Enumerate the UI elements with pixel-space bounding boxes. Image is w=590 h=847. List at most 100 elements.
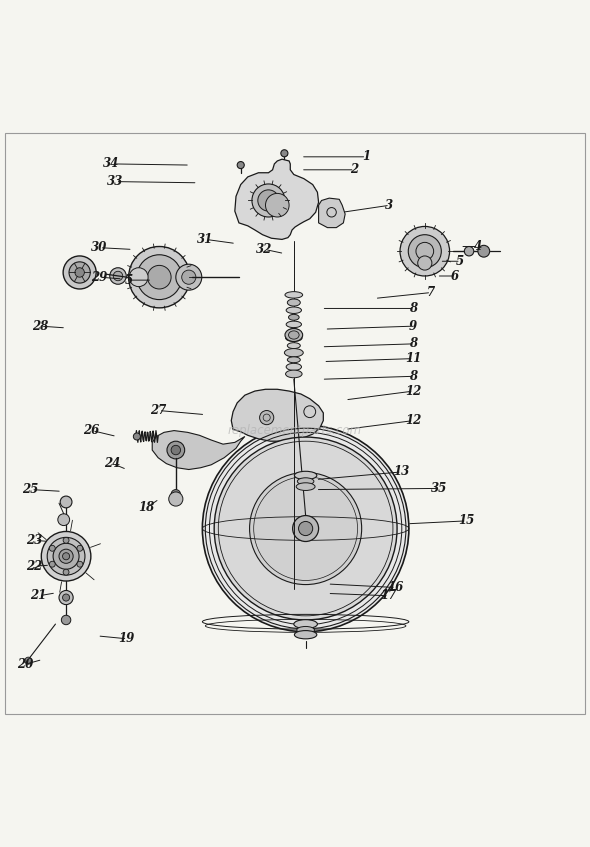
Circle shape	[25, 657, 32, 664]
Circle shape	[60, 496, 72, 508]
Ellipse shape	[294, 630, 317, 639]
Text: 17: 17	[380, 590, 396, 602]
Circle shape	[77, 562, 83, 567]
Circle shape	[171, 490, 181, 499]
Circle shape	[63, 537, 69, 543]
Text: 7: 7	[427, 286, 435, 299]
Text: 27: 27	[150, 404, 166, 417]
Text: 4: 4	[474, 240, 482, 253]
Ellipse shape	[286, 363, 301, 370]
Text: 25: 25	[22, 483, 39, 496]
Circle shape	[266, 193, 289, 217]
Ellipse shape	[286, 370, 302, 378]
Circle shape	[237, 162, 244, 169]
Circle shape	[69, 262, 90, 283]
Circle shape	[59, 590, 73, 605]
Ellipse shape	[284, 349, 303, 357]
Text: 12: 12	[405, 414, 421, 427]
Ellipse shape	[287, 357, 300, 363]
Circle shape	[50, 562, 55, 567]
Circle shape	[137, 255, 182, 300]
Text: 5: 5	[456, 255, 464, 268]
Circle shape	[133, 433, 140, 440]
Circle shape	[250, 473, 362, 584]
Text: 35: 35	[431, 482, 448, 495]
Ellipse shape	[287, 299, 300, 306]
Text: 20: 20	[17, 658, 33, 671]
Ellipse shape	[287, 343, 300, 349]
Circle shape	[258, 190, 279, 211]
Circle shape	[478, 246, 490, 257]
Circle shape	[252, 184, 285, 217]
Circle shape	[41, 531, 91, 581]
Ellipse shape	[289, 331, 299, 339]
Circle shape	[47, 537, 85, 575]
Ellipse shape	[294, 620, 317, 628]
Circle shape	[53, 543, 79, 569]
Circle shape	[63, 569, 69, 575]
Circle shape	[293, 516, 319, 541]
Circle shape	[408, 235, 441, 268]
Circle shape	[169, 492, 183, 507]
Circle shape	[167, 441, 185, 459]
Circle shape	[214, 437, 397, 620]
Text: 3: 3	[385, 199, 394, 212]
Text: 8: 8	[409, 337, 417, 351]
Circle shape	[129, 268, 148, 286]
Text: 11: 11	[405, 352, 421, 365]
Text: 13: 13	[393, 465, 409, 479]
Text: 26: 26	[83, 424, 100, 437]
Ellipse shape	[297, 627, 314, 634]
Circle shape	[61, 615, 71, 625]
Text: 18: 18	[138, 501, 155, 514]
Text: 19: 19	[119, 633, 135, 645]
Circle shape	[202, 425, 409, 632]
Text: replacementparts.com: replacementparts.com	[228, 424, 362, 437]
Ellipse shape	[296, 483, 315, 490]
Text: 32: 32	[256, 243, 273, 256]
Circle shape	[464, 246, 474, 256]
Circle shape	[77, 545, 83, 551]
Text: 21: 21	[30, 590, 47, 602]
Text: 8: 8	[409, 302, 417, 315]
Text: 33: 33	[107, 175, 123, 188]
Text: 31: 31	[197, 233, 214, 246]
Text: 5: 5	[124, 274, 133, 286]
Ellipse shape	[289, 314, 299, 320]
Circle shape	[400, 226, 450, 276]
Circle shape	[63, 256, 96, 289]
Ellipse shape	[286, 321, 301, 328]
Polygon shape	[235, 159, 319, 240]
Polygon shape	[319, 198, 345, 228]
Text: 16: 16	[387, 581, 404, 594]
Polygon shape	[152, 430, 245, 469]
Circle shape	[171, 446, 181, 455]
Text: 24: 24	[104, 457, 120, 470]
Circle shape	[281, 150, 288, 157]
Ellipse shape	[297, 478, 314, 484]
Circle shape	[113, 271, 123, 280]
Circle shape	[75, 268, 84, 277]
Ellipse shape	[286, 335, 302, 341]
Ellipse shape	[285, 291, 303, 298]
Circle shape	[63, 553, 70, 560]
Text: 8: 8	[409, 370, 417, 383]
Text: 23: 23	[26, 534, 42, 547]
Text: 22: 22	[26, 560, 42, 573]
Text: 15: 15	[458, 514, 474, 528]
Circle shape	[176, 264, 202, 291]
Ellipse shape	[289, 329, 299, 335]
Ellipse shape	[286, 307, 301, 313]
Polygon shape	[231, 390, 323, 441]
Circle shape	[418, 256, 432, 270]
Circle shape	[50, 545, 55, 551]
Text: 30: 30	[91, 241, 107, 254]
Circle shape	[182, 270, 196, 285]
Circle shape	[299, 522, 313, 535]
Circle shape	[148, 265, 171, 289]
Text: 34: 34	[103, 158, 119, 170]
Text: 9: 9	[409, 319, 417, 333]
Circle shape	[260, 411, 274, 424]
Circle shape	[129, 246, 190, 307]
Text: 1: 1	[362, 150, 370, 163]
